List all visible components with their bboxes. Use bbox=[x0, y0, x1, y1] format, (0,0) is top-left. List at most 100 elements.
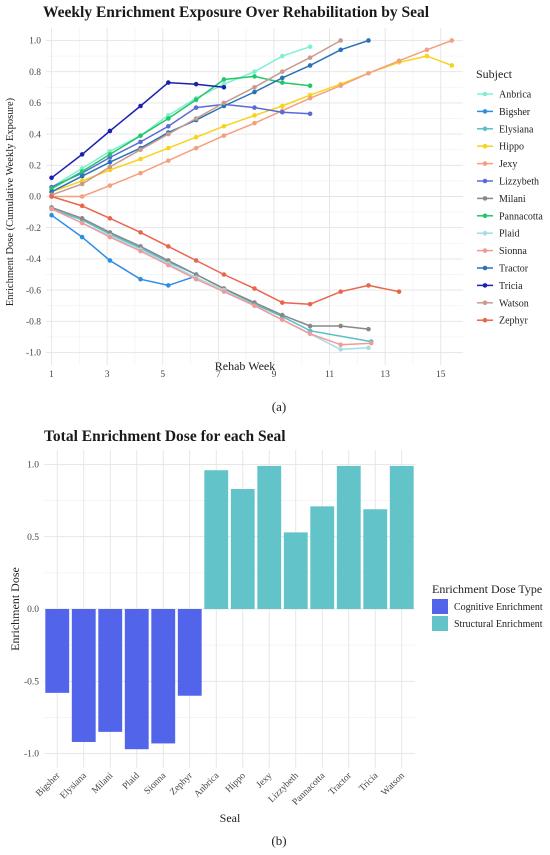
chart-a-y-ticks: -1.0 -0.8 -0.6 -0.4 -0.2 0.0 0.2 0.4 0.6 0.8 1.0 bbox=[26, 37, 41, 359]
data-point-lizzybeth bbox=[193, 105, 199, 110]
data-point-zephyr bbox=[307, 301, 313, 307]
legend-label: Hippo bbox=[499, 142, 524, 153]
chart-a-legend: Subject Anbrica Bigsher Elysiana Hippo Jexy L… bbox=[476, 67, 543, 327]
data-point-zephyr bbox=[107, 216, 113, 221]
series-line-plaid bbox=[51, 208, 369, 351]
y-tick-label: -0.5 bbox=[24, 677, 39, 687]
bar-plaid bbox=[124, 609, 149, 750]
bar-pannacotta bbox=[310, 506, 335, 609]
data-point-zephyr bbox=[252, 286, 257, 291]
data-point-pannacotta bbox=[193, 97, 199, 103]
legend-key-point bbox=[482, 230, 488, 236]
data-point-tractor bbox=[366, 38, 371, 43]
series-line-sionna bbox=[51, 208, 372, 346]
chart-b-legend-title: Enrichment Dose Type bbox=[432, 582, 542, 596]
x-tick-label: Anbrica bbox=[193, 771, 222, 800]
legend-label: Tractor bbox=[499, 264, 529, 275]
data-point-pannacotta bbox=[280, 80, 285, 85]
data-point-zephyr bbox=[49, 194, 54, 199]
chart-b-x-axis-label: Seal bbox=[220, 811, 241, 825]
data-point-watson bbox=[307, 55, 313, 60]
data-point-lizzybeth bbox=[138, 139, 143, 145]
data-point-sionna bbox=[221, 289, 227, 294]
data-point-hippo bbox=[166, 145, 171, 151]
data-point-milani bbox=[307, 323, 313, 329]
chart-b-y-ticks: -1.0 -0.5 0.0 0.5 1.0 bbox=[24, 461, 39, 760]
x-tick-label: Milani bbox=[90, 771, 115, 796]
legend-label: Lizzybeth bbox=[499, 177, 539, 188]
data-point-anbrica bbox=[280, 53, 285, 59]
data-point-jexy bbox=[424, 47, 430, 53]
legend-key-point bbox=[482, 317, 488, 323]
chart-a-series bbox=[49, 38, 455, 352]
bar-tricia bbox=[363, 509, 388, 609]
bar-anbrica bbox=[204, 470, 229, 609]
data-point-pannacotta bbox=[166, 116, 171, 121]
data-point-hippo bbox=[193, 134, 199, 140]
legend-label: Structural Enrichment bbox=[454, 619, 543, 630]
legend-key-point bbox=[482, 213, 488, 219]
data-point-sionna bbox=[166, 262, 171, 268]
legend-key-point bbox=[482, 248, 488, 253]
data-point-jexy bbox=[396, 58, 402, 64]
x-tick-label: Zephyr bbox=[168, 770, 195, 797]
data-point-jexy bbox=[307, 95, 313, 101]
data-point-tractor bbox=[338, 47, 343, 53]
chart-b-title: Total Enrichment Dose for each Seal bbox=[44, 428, 286, 445]
data-point-jexy bbox=[252, 120, 257, 126]
x-tick-label: Jexy bbox=[255, 771, 275, 791]
y-tick-label: 1.0 bbox=[27, 461, 39, 471]
chart-a-legend-title: Subject bbox=[476, 67, 513, 81]
chart-a-x-axis-label: Rehab Week bbox=[215, 359, 275, 373]
legend-label: Watson bbox=[499, 298, 529, 309]
data-point-lizzybeth bbox=[252, 105, 257, 110]
data-point-hippo bbox=[280, 103, 285, 109]
series-line-milani bbox=[51, 206, 369, 330]
data-point-tractor bbox=[307, 63, 313, 68]
data-point-zephyr bbox=[396, 289, 402, 294]
data-point-tricia bbox=[221, 84, 227, 90]
x-tick-label: 7 bbox=[216, 370, 221, 380]
bar-chart-panel-b: Total Enrichment Dose for each Seal -1.0… bbox=[8, 428, 543, 848]
data-point-pannacotta bbox=[307, 83, 313, 89]
data-point-zephyr bbox=[280, 300, 285, 305]
data-point-jexy bbox=[366, 70, 371, 76]
x-tick-label: Tricia bbox=[357, 771, 380, 794]
data-point-watson bbox=[280, 69, 285, 74]
data-point-tractor bbox=[107, 159, 113, 165]
legend-label: Pannacotta bbox=[499, 211, 543, 222]
chart-a-x-ticks: 1 3 5 7 9 11 13 15 bbox=[49, 370, 446, 380]
data-point-hippo bbox=[449, 63, 455, 68]
data-point-zephyr bbox=[338, 289, 343, 294]
panel-label-a: (a) bbox=[272, 399, 286, 414]
data-point-tricia bbox=[166, 80, 171, 85]
y-tick-label: -1.0 bbox=[26, 349, 41, 359]
data-point-sionna bbox=[280, 317, 285, 323]
legend-key-swatch bbox=[432, 616, 448, 631]
x-tick-label: Hippo bbox=[224, 771, 248, 795]
series-line-bigsher bbox=[51, 214, 197, 287]
data-point-watson bbox=[79, 181, 85, 187]
data-point-watson bbox=[193, 116, 199, 121]
data-point-bigsher bbox=[166, 283, 171, 288]
bar-sionna bbox=[151, 609, 176, 744]
x-tick-label: Elysiana bbox=[59, 771, 90, 802]
chart-b-legend: Enrichment Dose Type Cognitive Enrichmen… bbox=[432, 582, 543, 631]
data-point-sionna bbox=[138, 248, 143, 254]
y-tick-label: -0.2 bbox=[26, 224, 41, 234]
legend-key-point bbox=[482, 126, 488, 132]
legend-key-point bbox=[482, 196, 488, 201]
legend-label: Elysiana bbox=[499, 124, 534, 135]
y-tick-label: 0.2 bbox=[29, 161, 41, 171]
legend-label: Sionna bbox=[499, 246, 527, 257]
data-point-tricia bbox=[193, 81, 199, 87]
data-point-anbrica bbox=[252, 69, 257, 74]
data-point-hippo bbox=[138, 156, 143, 162]
bar-jexy bbox=[257, 465, 282, 609]
data-point-sionna bbox=[252, 303, 257, 309]
x-tick-label: Tractor bbox=[327, 770, 354, 797]
data-point-watson bbox=[221, 100, 227, 106]
data-point-milani bbox=[366, 326, 371, 332]
data-point-hippo bbox=[252, 113, 257, 118]
